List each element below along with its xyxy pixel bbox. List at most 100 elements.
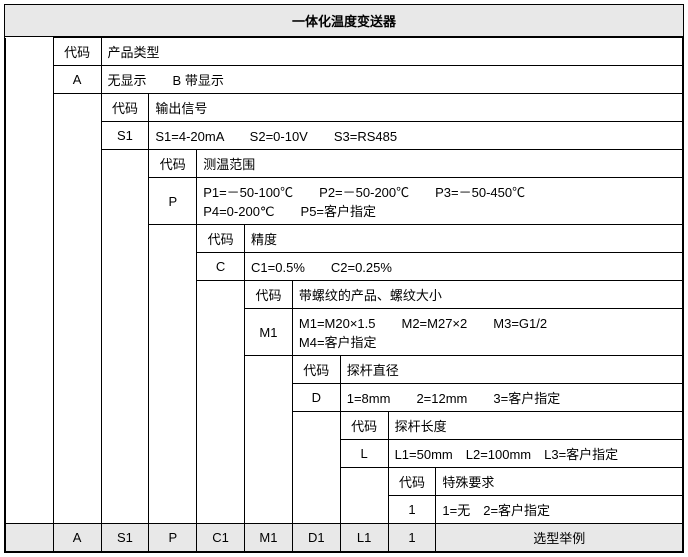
cell <box>101 356 149 384</box>
cell: 测温范围 <box>197 150 683 178</box>
cell <box>6 384 54 412</box>
cell <box>340 496 388 524</box>
cell: 代码 <box>101 94 149 122</box>
cell: 探杆直径 <box>340 356 682 384</box>
cell: M1=M20×1.5 M2=M27×2 M3=G1/2M4=客户指定 <box>292 309 682 356</box>
cell <box>292 412 340 440</box>
cell <box>53 384 101 412</box>
cell <box>6 356 54 384</box>
cell <box>6 440 54 468</box>
footer-cell: M1 <box>245 524 293 552</box>
cell: P <box>149 178 197 225</box>
cell <box>197 440 245 468</box>
cell <box>149 496 197 524</box>
cell <box>197 496 245 524</box>
cell <box>53 253 101 281</box>
cell <box>197 356 245 384</box>
cell <box>292 496 340 524</box>
cell <box>101 225 149 253</box>
footer-cell: S1 <box>101 524 149 552</box>
cell: 无显示 B 带显示 <box>101 66 682 94</box>
cell: D <box>292 384 340 412</box>
spec-table: 代码产品类型A无显示 B 带显示代码输出信号S1S1=4-20mA S2=0-1… <box>5 37 683 552</box>
cell <box>6 122 54 150</box>
cell <box>6 225 54 253</box>
cell: M1 <box>245 309 293 356</box>
cell: S1 <box>101 122 149 150</box>
cell <box>101 178 149 225</box>
cell <box>101 253 149 281</box>
cell: 代码 <box>149 150 197 178</box>
cell: A <box>53 66 101 94</box>
cell <box>6 468 54 496</box>
cell: C1=0.5% C2=0.25% <box>245 253 683 281</box>
cell <box>101 468 149 496</box>
cell <box>101 496 149 524</box>
cell <box>149 412 197 440</box>
footer-cell: 选型举例 <box>436 524 683 552</box>
cell <box>53 225 101 253</box>
cell <box>245 412 293 440</box>
cell <box>149 225 197 253</box>
cell <box>245 440 293 468</box>
cell <box>101 281 149 309</box>
cell: 1=8mm 2=12mm 3=客户指定 <box>340 384 682 412</box>
cell: 特殊要求 <box>436 468 683 496</box>
cell <box>6 38 54 66</box>
cell: 代码 <box>53 38 101 66</box>
cell <box>53 122 101 150</box>
cell <box>197 468 245 496</box>
cell: C <box>197 253 245 281</box>
cell <box>197 412 245 440</box>
cell: 产品类型 <box>101 38 682 66</box>
cell <box>101 412 149 440</box>
cell <box>197 384 245 412</box>
footer-cell: D1 <box>292 524 340 552</box>
cell <box>6 309 54 356</box>
cell <box>245 384 293 412</box>
cell: 1 <box>388 496 436 524</box>
cell: 代码 <box>292 356 340 384</box>
footer-cell: L1 <box>340 524 388 552</box>
cell <box>197 281 245 309</box>
cell <box>245 496 293 524</box>
cell: 代码 <box>340 412 388 440</box>
cell <box>340 468 388 496</box>
cell <box>149 440 197 468</box>
cell <box>101 309 149 356</box>
cell <box>53 178 101 225</box>
cell <box>53 356 101 384</box>
cell <box>149 384 197 412</box>
cell <box>101 150 149 178</box>
cell <box>53 281 101 309</box>
cell <box>292 440 340 468</box>
cell: P1=－50-100℃ P2=－50-200℃ P3=－50-450℃P4=0-… <box>197 178 683 225</box>
cell <box>6 150 54 178</box>
cell <box>6 496 54 524</box>
cell <box>149 281 197 309</box>
cell <box>292 468 340 496</box>
cell <box>149 253 197 281</box>
cell <box>53 440 101 468</box>
cell: 代码 <box>245 281 293 309</box>
cell <box>245 468 293 496</box>
cell <box>53 94 101 122</box>
footer-cell: A <box>53 524 101 552</box>
cell <box>6 66 54 94</box>
cell <box>6 253 54 281</box>
cell <box>6 94 54 122</box>
cell <box>6 178 54 225</box>
footer-cell: P <box>149 524 197 552</box>
cell: L <box>340 440 388 468</box>
cell: 1=无 2=客户指定 <box>436 496 683 524</box>
cell <box>101 384 149 412</box>
cell <box>53 496 101 524</box>
cell: S1=4-20mA S2=0-10V S3=RS485 <box>149 122 683 150</box>
cell: 代码 <box>197 225 245 253</box>
cell <box>149 309 197 356</box>
cell <box>6 281 54 309</box>
footer-cell <box>6 524 54 552</box>
cell <box>53 468 101 496</box>
cell: L1=50mm L2=100mm L3=客户指定 <box>388 440 682 468</box>
cell <box>53 150 101 178</box>
